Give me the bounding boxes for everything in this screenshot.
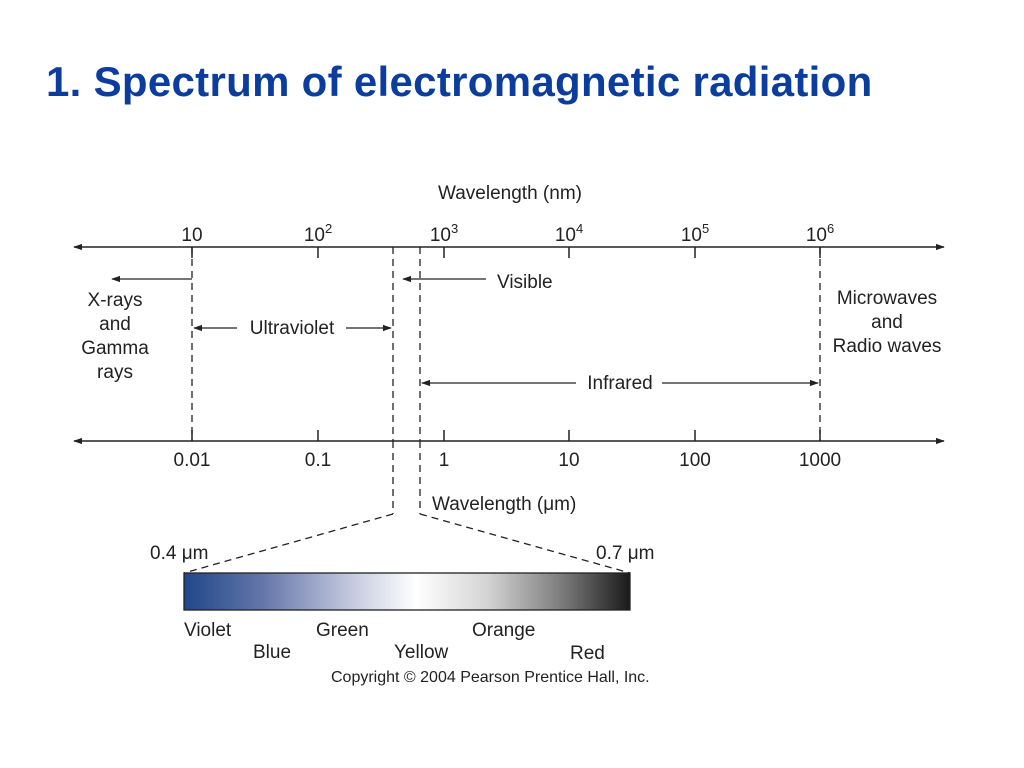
visible-end-label: 0.7 μm	[596, 543, 654, 564]
visible-start-label: 0.4 μm	[150, 543, 208, 564]
bottom-axis-tick-label: 10	[558, 450, 579, 471]
bottom-axis-ticks: 0.01 0.1 1 10 100 1000	[174, 430, 841, 471]
bottom-axis-tick-label: 1000	[799, 450, 841, 471]
expand-right-diagonal	[419, 513, 631, 574]
ultraviolet-label: Ultraviolet	[250, 318, 335, 339]
visible-label: Visible	[497, 272, 553, 293]
bottom-axis-tick-label: 0.01	[174, 450, 211, 471]
microwave-label-line2: and	[871, 312, 903, 333]
top-axis-ticks: 10 102 103 104 105 106	[181, 221, 834, 258]
expand-left-diagonal	[183, 513, 394, 574]
color-label-violet: Violet	[184, 620, 232, 641]
slide-title: 1. Spectrum of electromagnetic radiation	[46, 58, 873, 105]
bottom-axis-tick-label: 100	[679, 450, 711, 471]
bottom-axis-tick-label: 0.1	[305, 450, 331, 471]
top-axis-label: Wavelength (nm)	[438, 183, 582, 204]
visible-spectrum-bar	[183, 572, 631, 611]
xray-label-line1: X-rays	[88, 290, 143, 311]
top-axis-tick-label: 106	[806, 221, 834, 246]
top-axis-tick-label: 105	[681, 221, 709, 246]
top-axis-tick-label: 10	[181, 225, 202, 246]
color-label-green: Green	[316, 620, 369, 641]
bottom-axis-label: Wavelength (μm)	[432, 494, 576, 515]
infrared-label: Infrared	[587, 373, 652, 394]
color-label-orange: Orange	[472, 620, 535, 641]
bottom-axis-tick-label: 1	[439, 450, 450, 471]
xray-label-line3: Gamma	[81, 338, 149, 359]
color-label-blue: Blue	[253, 642, 291, 663]
top-axis-tick-label: 103	[430, 221, 458, 246]
color-label-yellow: Yellow	[394, 642, 449, 663]
top-axis-tick-label: 104	[555, 221, 583, 246]
top-axis-tick-label: 102	[304, 221, 332, 246]
microwave-label-line3: Radio waves	[833, 336, 942, 357]
xray-label-line4: rays	[97, 362, 133, 383]
microwave-label-line1: Microwaves	[837, 288, 937, 309]
copyright-text: Copyright © 2004 Pearson Prentice Hall, …	[331, 669, 650, 686]
color-label-red: Red	[570, 643, 605, 664]
xray-label-line2: and	[99, 314, 131, 335]
